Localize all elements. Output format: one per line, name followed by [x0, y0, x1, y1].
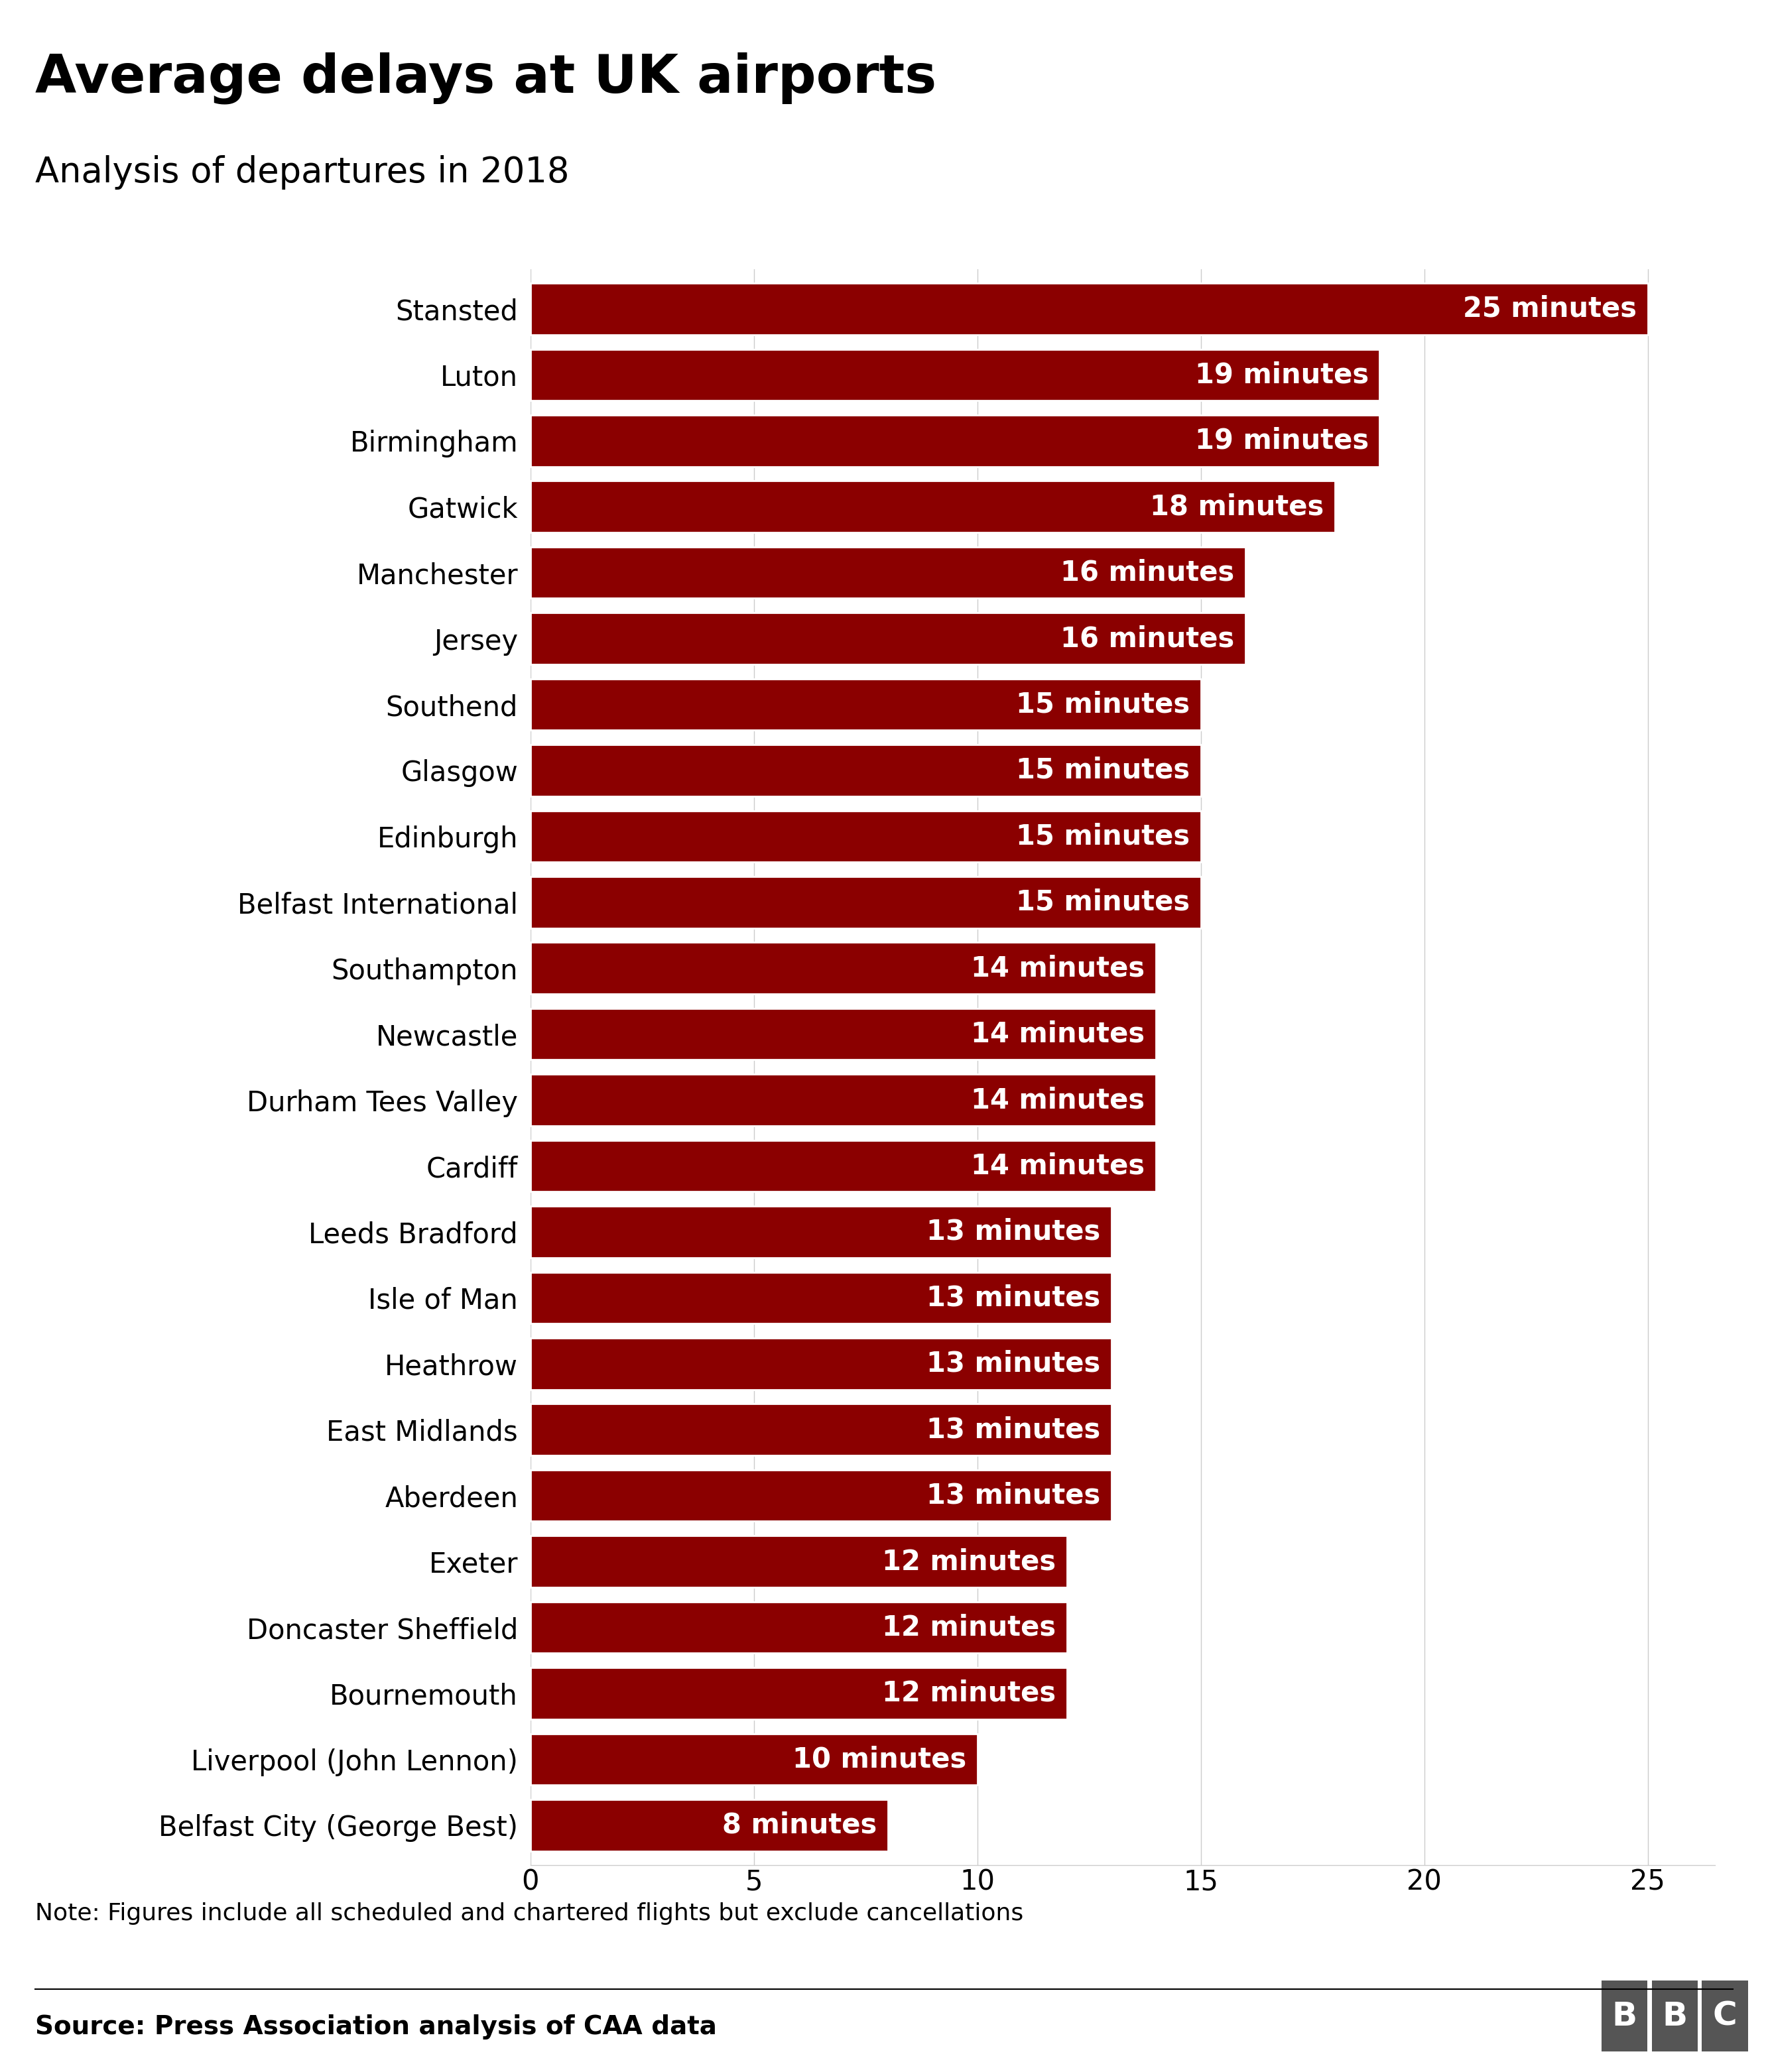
Text: 15 minutes: 15 minutes — [1017, 756, 1190, 785]
Text: Note: Figures include all scheduled and chartered flights but exclude cancellati: Note: Figures include all scheduled and … — [35, 1902, 1024, 1925]
Text: 18 minutes: 18 minutes — [1149, 493, 1324, 520]
Bar — [530, 680, 1200, 729]
Text: 15 minutes: 15 minutes — [1017, 823, 1190, 850]
Text: 8 minutes: 8 minutes — [721, 1811, 877, 1840]
Bar — [530, 1734, 978, 1786]
Bar — [530, 284, 1648, 334]
Text: 15 minutes: 15 minutes — [1017, 690, 1190, 719]
Bar — [530, 1535, 1066, 1587]
Bar — [530, 613, 1246, 665]
Text: 14 minutes: 14 minutes — [971, 1019, 1146, 1048]
Text: B: B — [1612, 1999, 1637, 2033]
Text: 19 minutes: 19 minutes — [1195, 427, 1368, 454]
Text: 14 minutes: 14 minutes — [971, 1086, 1146, 1115]
Text: 15 minutes: 15 minutes — [1017, 889, 1190, 916]
FancyBboxPatch shape — [1602, 1981, 1648, 2051]
Bar — [530, 1339, 1112, 1390]
Bar — [530, 810, 1200, 862]
FancyBboxPatch shape — [1703, 1981, 1749, 2051]
Text: Average delays at UK airports: Average delays at UK airports — [35, 52, 937, 104]
Text: 16 minutes: 16 minutes — [1061, 559, 1234, 586]
Text: 12 minutes: 12 minutes — [882, 1680, 1055, 1707]
Text: 13 minutes: 13 minutes — [926, 1218, 1100, 1245]
Text: 13 minutes: 13 minutes — [926, 1415, 1100, 1444]
Bar — [530, 1206, 1112, 1258]
Bar — [530, 1140, 1156, 1191]
Text: B: B — [1662, 1999, 1687, 2033]
Text: 14 minutes: 14 minutes — [971, 1152, 1146, 1179]
Text: 16 minutes: 16 minutes — [1061, 624, 1234, 653]
FancyBboxPatch shape — [1651, 1981, 1697, 2051]
Bar — [530, 481, 1335, 533]
Bar — [530, 1272, 1112, 1324]
Bar — [530, 876, 1200, 928]
Bar — [530, 1073, 1156, 1125]
Text: C: C — [1713, 1999, 1736, 2033]
Bar — [530, 1009, 1156, 1059]
Text: 25 minutes: 25 minutes — [1462, 294, 1637, 323]
Text: 14 minutes: 14 minutes — [971, 955, 1146, 982]
Bar — [530, 1405, 1112, 1455]
Bar — [530, 1798, 888, 1850]
Bar — [530, 1602, 1066, 1653]
Text: 12 minutes: 12 minutes — [882, 1548, 1055, 1575]
Text: 13 minutes: 13 minutes — [926, 1349, 1100, 1378]
Bar — [530, 547, 1246, 599]
Text: Source: Press Association analysis of CAA data: Source: Press Association analysis of CA… — [35, 2014, 718, 2039]
Text: Analysis of departures in 2018: Analysis of departures in 2018 — [35, 155, 569, 191]
Bar — [530, 943, 1156, 995]
Text: 13 minutes: 13 minutes — [926, 1481, 1100, 1510]
Text: 19 minutes: 19 minutes — [1195, 361, 1368, 390]
Bar — [530, 1668, 1066, 1720]
Bar — [530, 414, 1379, 466]
Text: 10 minutes: 10 minutes — [792, 1745, 967, 1774]
Bar — [530, 1469, 1112, 1521]
Bar — [530, 348, 1379, 400]
Text: 13 minutes: 13 minutes — [926, 1285, 1100, 1312]
Text: 12 minutes: 12 minutes — [882, 1614, 1055, 1641]
Bar — [530, 744, 1200, 796]
